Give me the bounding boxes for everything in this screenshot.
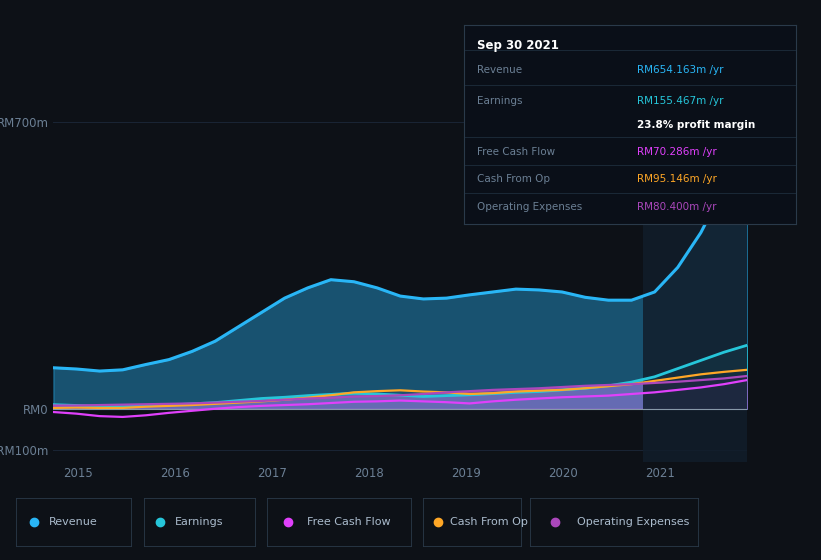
Text: Cash From Op: Cash From Op (451, 517, 528, 527)
Text: Earnings: Earnings (175, 517, 223, 527)
Text: RM155.467m /yr: RM155.467m /yr (637, 96, 723, 106)
Text: RM80.400m /yr: RM80.400m /yr (637, 202, 716, 212)
Text: RM95.146m /yr: RM95.146m /yr (637, 174, 717, 184)
Text: Free Cash Flow: Free Cash Flow (307, 517, 391, 527)
Bar (644, 73, 747, 462)
Text: Cash From Op: Cash From Op (477, 174, 550, 184)
Text: Sep 30 2021: Sep 30 2021 (477, 39, 559, 52)
Text: Operating Expenses: Operating Expenses (477, 202, 582, 212)
Text: RM654.163m /yr: RM654.163m /yr (637, 65, 723, 75)
Text: Operating Expenses: Operating Expenses (576, 517, 689, 527)
Text: Earnings: Earnings (477, 96, 523, 106)
Text: Revenue: Revenue (48, 517, 98, 527)
Text: Revenue: Revenue (477, 65, 522, 75)
Text: RM70.286m /yr: RM70.286m /yr (637, 147, 717, 157)
Text: Free Cash Flow: Free Cash Flow (477, 147, 555, 157)
Text: 23.8% profit margin: 23.8% profit margin (637, 120, 755, 129)
